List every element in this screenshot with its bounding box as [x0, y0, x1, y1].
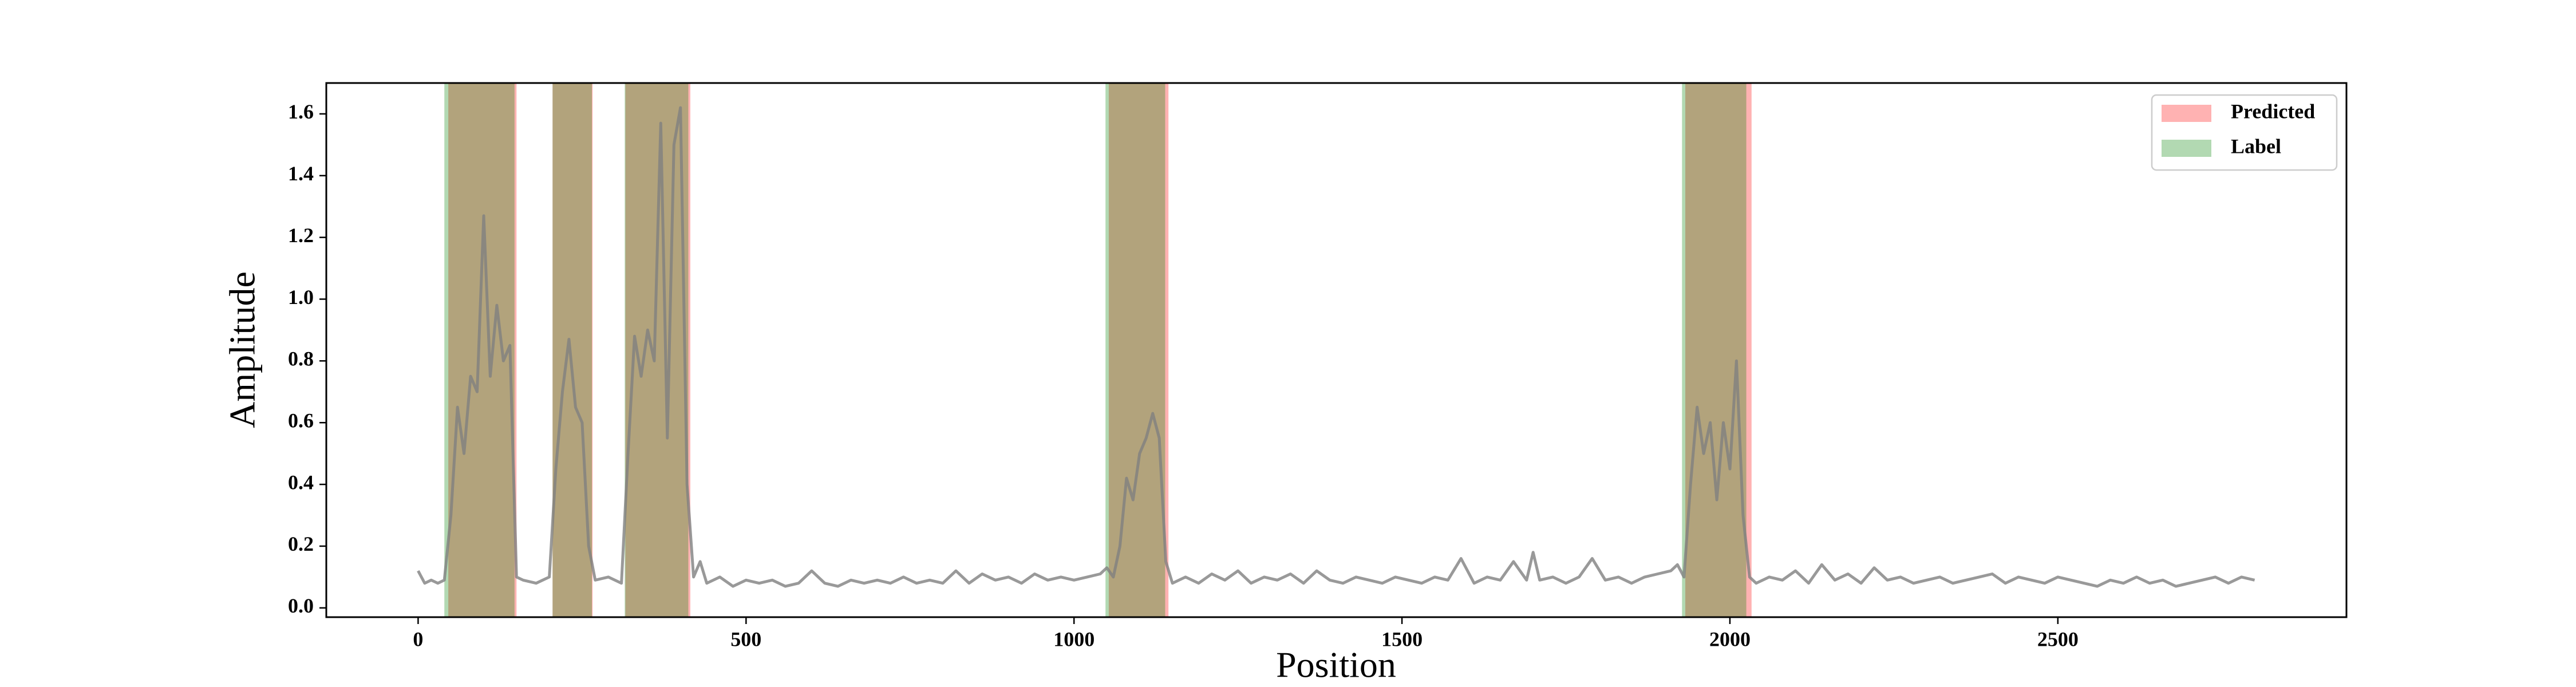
span	[1682, 83, 1747, 617]
x-axis-label: Position	[1276, 645, 1396, 685]
span	[1685, 83, 1752, 617]
y-tick-label: 0.8	[288, 348, 314, 370]
y-tick-label: 1.2	[288, 224, 314, 247]
x-tick-label: 500	[730, 627, 761, 650]
y-tick-label: 0.2	[288, 532, 314, 555]
y-tick-label: 1.0	[288, 286, 314, 309]
y-tick-label: 1.4	[288, 162, 314, 185]
span	[552, 83, 593, 617]
legend-swatch	[2162, 140, 2211, 157]
y-tick-label: 1.6	[288, 100, 314, 123]
plot-frame	[325, 82, 2348, 618]
span	[1108, 83, 1169, 617]
x-tick-label: 1000	[1053, 627, 1095, 650]
y-tick-label: 0.6	[288, 409, 314, 432]
span	[1105, 83, 1165, 617]
y-tick-label: 0.0	[288, 594, 314, 617]
span	[625, 83, 689, 617]
y-tick-label: 0.4	[288, 471, 314, 493]
x-tick-label: 2000	[1709, 627, 1751, 650]
legend-box	[2151, 94, 2338, 171]
legend-label: Label	[2231, 135, 2281, 157]
x-tick-label: 0	[413, 627, 423, 650]
x-tick-label: 2500	[2037, 627, 2079, 650]
span	[448, 83, 517, 617]
y-axis-label: Amplitude	[222, 271, 263, 428]
legend-swatch	[2162, 105, 2211, 122]
span	[552, 83, 592, 617]
x-tick-label: 1500	[1381, 627, 1423, 650]
plot-area	[417, 83, 2255, 617]
legend-label: Predicted	[2231, 100, 2315, 123]
signal-line	[417, 106, 2255, 588]
